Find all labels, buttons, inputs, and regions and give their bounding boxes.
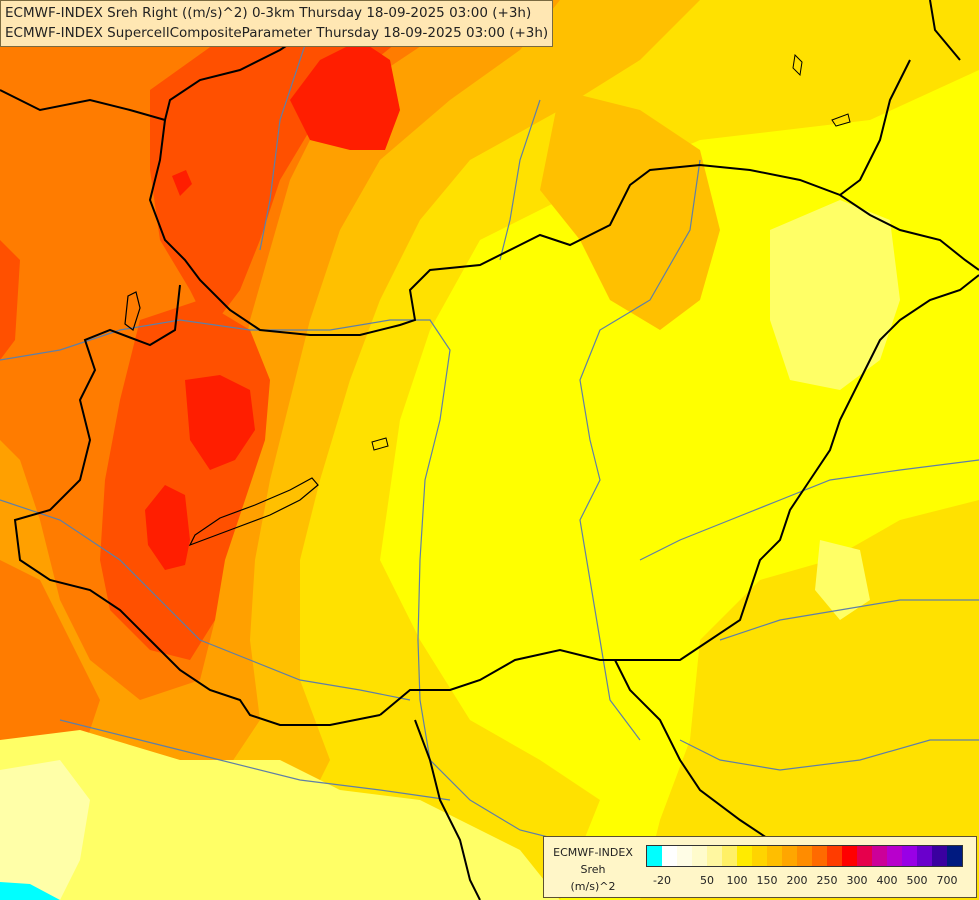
map-title-box: ECMWF-INDEX Sreh Right ((m/s)^2) 0-3km T… bbox=[0, 0, 554, 47]
river-drava bbox=[0, 499, 411, 701]
legend-swatch-6 bbox=[737, 846, 752, 866]
legend-tick-label: 100 bbox=[726, 874, 748, 887]
border-croatia-serbia bbox=[414, 719, 481, 900]
legend-source-label: ECMWF-INDEX bbox=[553, 846, 633, 859]
legend-tick-label: 200 bbox=[786, 874, 808, 887]
field-light-yellow-se bbox=[815, 540, 870, 620]
field-gold-east bbox=[640, 500, 979, 900]
legend-swatch-4 bbox=[707, 846, 722, 866]
field-red-orange-west bbox=[0, 240, 20, 360]
border-hungary-south bbox=[379, 274, 979, 716]
border-austria-slovakia bbox=[148, 119, 979, 336]
legend-tick-label: 250 bbox=[816, 874, 838, 887]
legend-swatch-11 bbox=[812, 846, 827, 866]
field-cyan-patch bbox=[0, 882, 60, 900]
legend-swatch-13 bbox=[842, 846, 857, 866]
legend-swatch-2 bbox=[677, 846, 692, 866]
map-title-line-1: ECMWF-INDEX Sreh Right ((m/s)^2) 0-3km T… bbox=[5, 5, 532, 21]
river-northeast bbox=[499, 99, 541, 261]
legend-tick-labels: -20 50 100 150 200 250 300 400 500 700 bbox=[646, 874, 966, 890]
border-northeast bbox=[839, 59, 911, 196]
field-red-core-north bbox=[290, 40, 400, 150]
field-red-core-mid bbox=[185, 375, 255, 470]
legend-swatch-0 bbox=[647, 846, 662, 866]
field-light-orange-ne bbox=[540, 90, 720, 330]
legend-swatch-18 bbox=[917, 846, 932, 866]
field-pale-southwest bbox=[0, 760, 90, 900]
map-title-line-2: ECMWF-INDEX SupercellCompositeParameter … bbox=[5, 25, 549, 41]
legend-color-scale bbox=[646, 845, 963, 867]
lake-east bbox=[831, 113, 851, 127]
legend-tick-label: 300 bbox=[846, 874, 868, 887]
field-dark-orange-west bbox=[0, 560, 100, 780]
legend-swatch-3 bbox=[692, 846, 707, 866]
river-danube-upper bbox=[0, 319, 561, 841]
border-hungary-west bbox=[13, 284, 381, 726]
legend-swatch-17 bbox=[902, 846, 917, 866]
legend-tick-label: 150 bbox=[756, 874, 778, 887]
legend-swatch-7 bbox=[752, 846, 767, 866]
legend-swatch-5 bbox=[722, 846, 737, 866]
legend-tick-label: -20 bbox=[653, 874, 671, 887]
legend-tick-label: 400 bbox=[876, 874, 898, 887]
lake-balaton bbox=[188, 477, 319, 547]
legend-swatch-14 bbox=[857, 846, 872, 866]
legend-swatch-8 bbox=[767, 846, 782, 866]
lake-northeast bbox=[792, 53, 803, 77]
legend-tick-label: 700 bbox=[936, 874, 958, 887]
river-tisza bbox=[579, 159, 701, 741]
river-east-2 bbox=[719, 599, 979, 641]
legend-swatch-12 bbox=[827, 846, 842, 866]
legend-swatch-20 bbox=[947, 846, 962, 866]
river-south bbox=[679, 739, 979, 771]
lake-small bbox=[371, 437, 389, 451]
river-east-1 bbox=[639, 459, 979, 561]
field-light-yellow-east bbox=[770, 200, 900, 390]
legend-swatch-10 bbox=[797, 846, 812, 866]
legend-swatch-9 bbox=[782, 846, 797, 866]
legend-unit-label: (m/s)^2 bbox=[570, 880, 616, 893]
legend-swatch-15 bbox=[872, 846, 887, 866]
color-legend: ECMWF-INDEX Sreh (m/s)^2 -20 50 100 150 200 2… bbox=[543, 836, 977, 898]
field-red-spot bbox=[172, 170, 192, 196]
field-red-orange-area bbox=[150, 0, 420, 330]
field-red-core-south bbox=[145, 485, 190, 570]
border-top-east bbox=[929, 0, 961, 61]
legend-tick-label: 500 bbox=[906, 874, 928, 887]
legend-tick-label: 50 bbox=[700, 874, 714, 887]
lake-neusiedl bbox=[124, 291, 141, 331]
legend-swatch-16 bbox=[887, 846, 902, 866]
rivers bbox=[0, 0, 979, 841]
legend-swatch-1 bbox=[662, 846, 677, 866]
legend-parameter-label: Sreh bbox=[580, 863, 606, 876]
field-light-yellow-southwest bbox=[0, 730, 560, 900]
border-romania-serbia bbox=[614, 659, 771, 841]
legend-swatch-19 bbox=[932, 846, 947, 866]
river-sava bbox=[59, 719, 451, 801]
